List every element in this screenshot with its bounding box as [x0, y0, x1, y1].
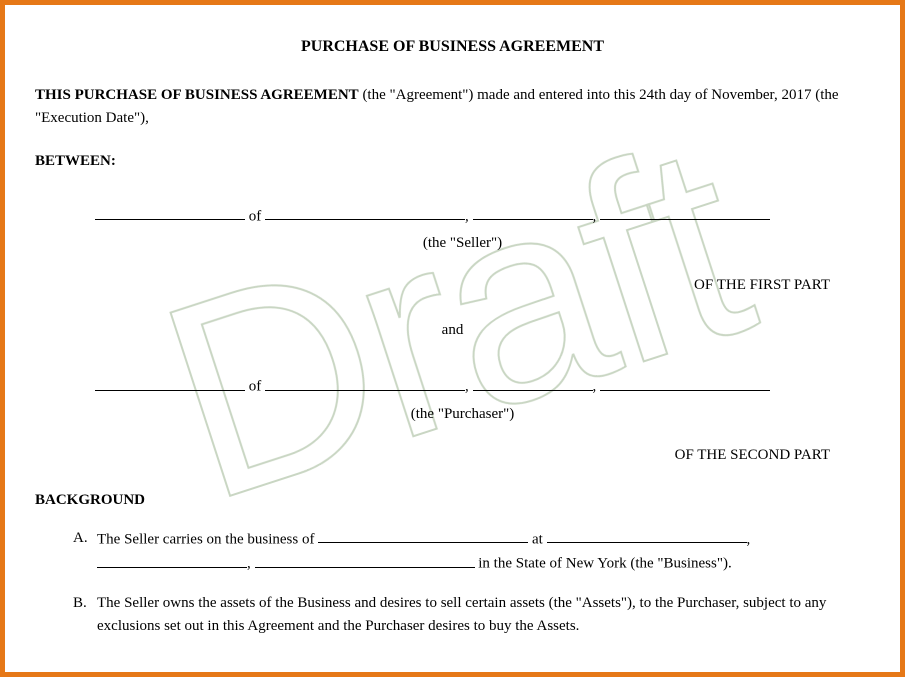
document-content: PURCHASE OF BUSINESS AGREEMENT THIS PURC…: [35, 35, 870, 639]
second-part-label: OF THE SECOND PART: [95, 444, 830, 467]
preamble-paragraph: THIS PURCHASE OF BUSINESS AGREEMENT (the…: [35, 84, 870, 131]
purchaser-blank-2[interactable]: [265, 374, 465, 391]
seller-blank-1[interactable]: [95, 204, 245, 221]
of-label: of: [249, 208, 262, 224]
document-scroll-area[interactable]: PURCHASE OF BUSINESS AGREEMENT THIS PURC…: [5, 5, 900, 672]
background-heading: BACKGROUND: [35, 489, 870, 512]
page-title: PURCHASE OF BUSINESS AGREEMENT: [35, 35, 870, 60]
seller-fill-row: of , ,: [95, 204, 830, 229]
background-item-a: A. The Seller carries on the business of…: [73, 527, 870, 577]
seller-role-label: (the "Seller"): [95, 232, 830, 255]
bg-a-blank-3[interactable]: [97, 551, 247, 568]
purchaser-block: of , , (the "Purchaser") OF THE SECOND P…: [95, 374, 830, 467]
between-label: BETWEEN:: [35, 150, 870, 173]
background-item-b: B. The Seller owns the assets of the Bus…: [73, 592, 870, 639]
bg-a-seg3: ,: [747, 531, 751, 547]
purchaser-blank-4[interactable]: [600, 374, 770, 391]
item-letter-b: B.: [73, 592, 97, 639]
background-list: A. The Seller carries on the business of…: [73, 527, 870, 639]
purchaser-role-label: (the "Purchaser"): [95, 403, 830, 426]
purchaser-blank-3[interactable]: [473, 374, 593, 391]
document-frame: Draft PURCHASE OF BUSINESS AGREEMENT THI…: [0, 0, 905, 677]
and-separator: and: [35, 319, 870, 342]
bg-a-blank-4[interactable]: [255, 551, 475, 568]
seller-blank-2[interactable]: [265, 204, 465, 221]
preamble-lead: THIS PURCHASE OF BUSINESS AGREEMENT: [35, 87, 359, 103]
bg-a-blank-2[interactable]: [547, 527, 747, 544]
seller-blank-3[interactable]: [473, 204, 593, 221]
item-text-a: The Seller carries on the business of at…: [97, 527, 870, 577]
bg-a-seg5: in the State of New York (the "Business"…: [475, 556, 732, 572]
bg-a-seg2: at: [528, 531, 546, 547]
of-label: of: [249, 379, 262, 395]
purchaser-fill-row: of , ,: [95, 374, 830, 399]
item-text-b: The Seller owns the assets of the Busine…: [97, 592, 870, 639]
purchaser-blank-1[interactable]: [95, 374, 245, 391]
bg-a-blank-1[interactable]: [318, 527, 528, 544]
item-letter-a: A.: [73, 527, 97, 577]
seller-block: of , , (the "Seller") OF THE FIRST PART: [95, 204, 830, 297]
first-part-label: OF THE FIRST PART: [95, 274, 830, 297]
bg-a-seg4: ,: [247, 556, 255, 572]
bg-a-seg1: The Seller carries on the business of: [97, 531, 318, 547]
seller-blank-4[interactable]: [600, 204, 770, 221]
